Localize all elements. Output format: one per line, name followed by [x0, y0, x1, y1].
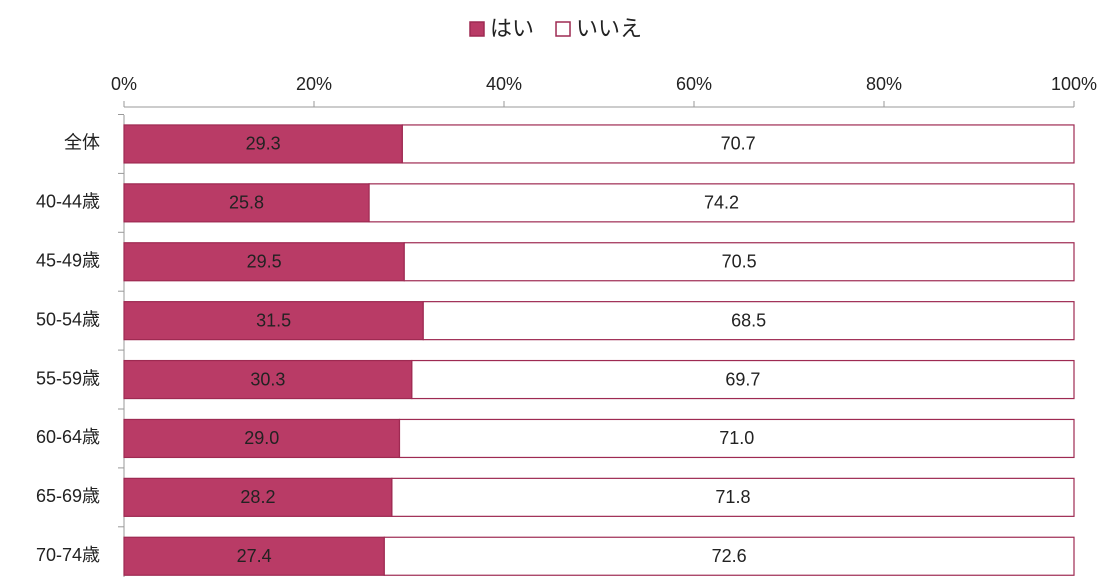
bar-segment	[123, 359, 413, 400]
bar-segment	[123, 536, 385, 576]
bar-segment	[401, 124, 1075, 164]
legend-label: いいえ	[576, 16, 642, 41]
data-label: 31.5	[256, 310, 291, 330]
x-tick-label: 40%	[486, 74, 522, 94]
legend-label: はい	[490, 16, 534, 41]
bar-segment	[123, 301, 424, 341]
x-tick-label: 0%	[111, 74, 137, 94]
legend-swatch	[555, 21, 571, 37]
y-tick-label: 70-74歳	[36, 545, 100, 565]
data-label: 69.7	[725, 369, 760, 389]
y-tick-label: 55-59歳	[36, 368, 100, 388]
x-tick-label: 100%	[1051, 74, 1097, 94]
data-label: 68.5	[731, 310, 766, 330]
bar-segment	[123, 242, 405, 282]
x-tick-label: 80%	[866, 74, 902, 94]
data-label: 71.8	[715, 487, 750, 507]
bar-segment	[403, 242, 1075, 282]
data-label: 29.3	[246, 134, 281, 154]
data-label: 29.0	[244, 428, 279, 448]
bar-segment	[398, 418, 1075, 459]
data-label: 25.8	[229, 193, 264, 213]
data-label: 29.5	[247, 252, 282, 272]
y-tick-label: 50-54歳	[36, 309, 100, 329]
bar-segment	[391, 477, 1075, 517]
y-tick-label: 65-69歳	[36, 486, 100, 506]
y-tick-label: 40-44歳	[36, 192, 100, 212]
bar-segment	[123, 183, 370, 223]
data-label: 71.0	[719, 428, 754, 448]
y-tick-label: 60-64歳	[36, 427, 100, 447]
bar-segment	[383, 536, 1075, 576]
bar-segment	[422, 301, 1075, 341]
bar-segment	[123, 418, 401, 459]
data-label: 72.6	[712, 546, 747, 566]
y-tick-label: 45-49歳	[36, 251, 100, 271]
data-label: 30.3	[250, 369, 285, 389]
legend-swatch	[469, 21, 485, 37]
bar-segment	[123, 477, 393, 517]
data-label: 70.5	[722, 252, 757, 272]
data-label: 70.7	[721, 134, 756, 154]
bar-segment	[411, 359, 1075, 400]
data-label: 74.2	[704, 193, 739, 213]
x-tick-label: 20%	[296, 74, 332, 94]
data-label: 28.2	[240, 487, 275, 507]
bar-segment	[368, 183, 1075, 223]
y-tick-label: 全体	[64, 133, 100, 153]
data-label: 27.4	[237, 546, 272, 566]
x-tick-label: 60%	[676, 74, 712, 94]
